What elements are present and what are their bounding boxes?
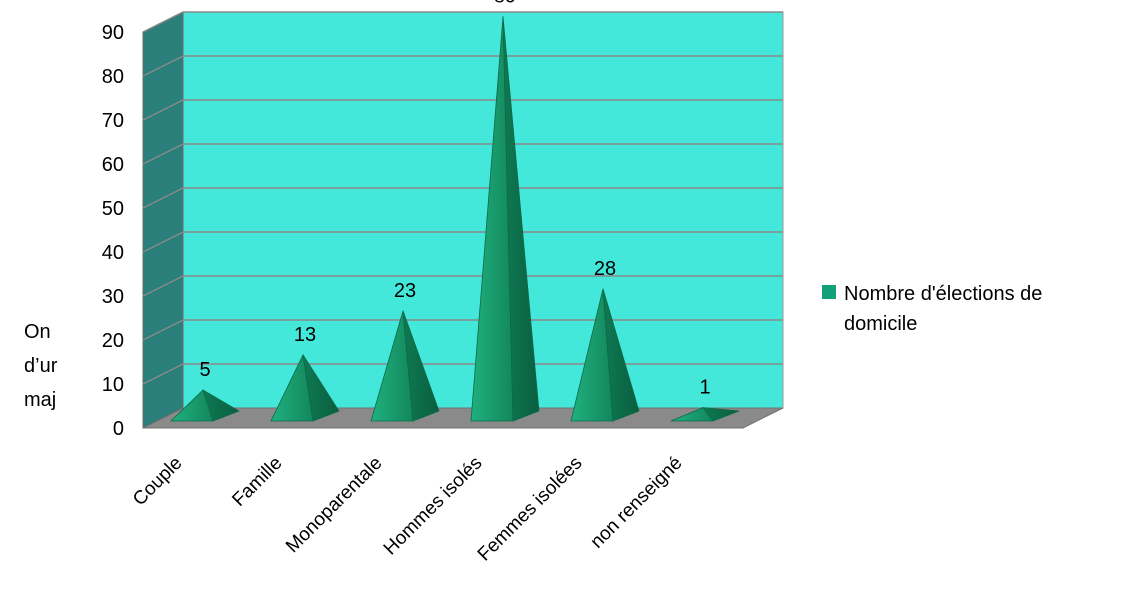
y-tick-label: 0 <box>113 418 124 440</box>
pyramid-bar <box>570 288 640 422</box>
data-label: 13 <box>294 324 316 346</box>
y-tick-label: 30 <box>102 286 124 308</box>
x-category-label: Famille <box>228 453 286 511</box>
side-text-line-1: On <box>24 321 51 343</box>
pyramid-face-right <box>602 288 640 422</box>
data-label: 28 <box>594 258 616 280</box>
y-tick-label: 80 <box>102 66 124 88</box>
legend: Nombre d'élections de domicile <box>822 283 1042 335</box>
x-category-label: non renseigné <box>587 453 687 553</box>
y-tick-label: 60 <box>102 154 124 176</box>
plot-walls <box>142 11 784 429</box>
pyramid-bar <box>470 16 540 422</box>
pyramid-face-right <box>202 389 240 422</box>
gridline-side <box>142 187 184 209</box>
gridlines <box>142 11 783 385</box>
x-category-label: Femmes isolées <box>474 453 587 566</box>
x-category-label: Hommes isolés <box>380 453 487 560</box>
pyramid-bar <box>670 407 740 422</box>
cropped-side-text: On d’ur maj <box>24 321 58 411</box>
y-tick-label: 90 <box>102 22 124 44</box>
pyramid-face-right <box>402 310 440 422</box>
y-tick-label: 10 <box>102 374 124 396</box>
data-label: 5 <box>199 359 210 381</box>
y-tick-label: 50 <box>102 198 124 220</box>
y-tick-label: 70 <box>102 110 124 132</box>
gridline-side <box>142 55 184 77</box>
gridline-side <box>142 143 184 165</box>
y-tick-label: 40 <box>102 242 124 264</box>
legend-label: Nombre d'élections de domicile <box>844 283 1042 335</box>
pyramid-face-right <box>702 407 740 422</box>
x-category-label: Couple <box>129 453 186 510</box>
gridline-side <box>142 11 184 33</box>
gridline-side <box>142 319 184 341</box>
data-label: 23 <box>394 280 416 302</box>
pyramid-bar <box>170 389 240 422</box>
data-label: 1 <box>699 377 710 399</box>
side-text-line-2: d’ur <box>24 355 58 377</box>
pyramid-bar <box>270 353 340 422</box>
data-labels: 5 13 23 89 28 1 <box>199 0 710 399</box>
y-axis-ticks: 0 10 20 30 40 50 60 70 80 90 <box>102 22 124 440</box>
legend-swatch <box>822 285 836 299</box>
gridline-side <box>142 363 184 385</box>
pyramid-face-right <box>302 354 340 422</box>
pyramid-marks <box>170 16 740 422</box>
gridline-side <box>142 99 184 121</box>
y-tick-label: 20 <box>102 330 124 352</box>
data-label: 89 <box>494 0 516 7</box>
side-wall <box>142 11 184 429</box>
side-text-line-3: maj <box>24 389 56 411</box>
pyramid-face-right <box>502 16 540 422</box>
x-category-label: Monoparentale <box>282 453 386 557</box>
pyramid-bar <box>370 310 440 422</box>
gridline-side <box>142 275 184 297</box>
gridline-side <box>142 231 184 253</box>
